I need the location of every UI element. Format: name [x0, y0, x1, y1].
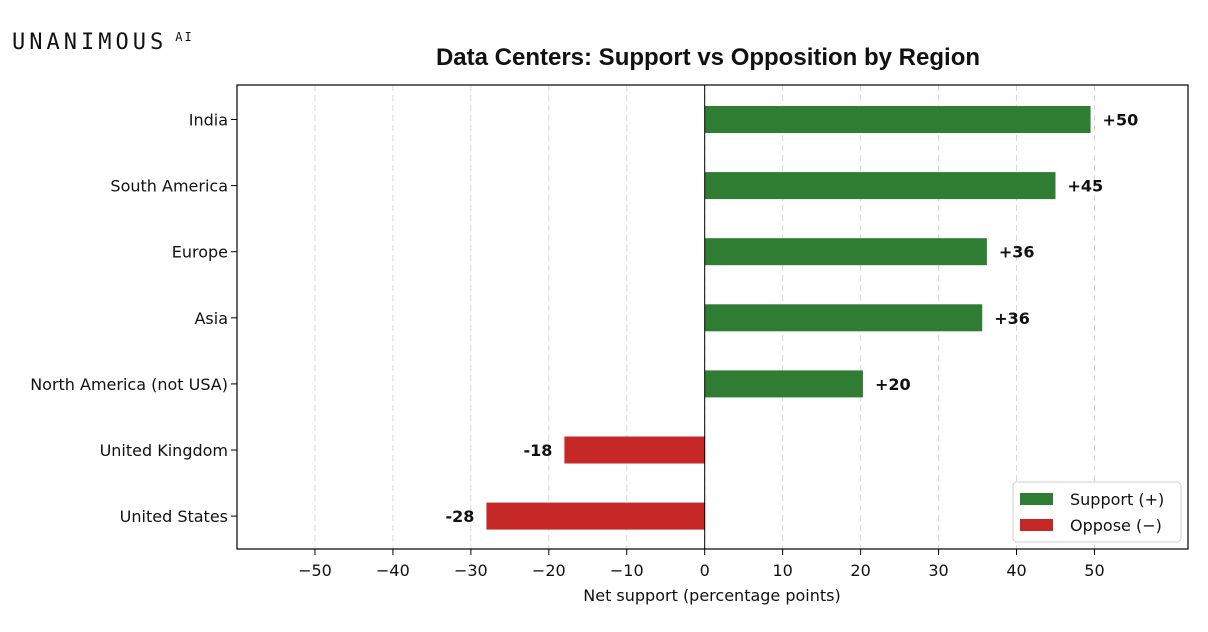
- x-tick-label: −10: [610, 561, 644, 580]
- legend-box: [1012, 481, 1182, 543]
- oppose-bar: [486, 502, 705, 530]
- x-tick-label: −40: [376, 561, 410, 580]
- data-label: -28: [446, 507, 475, 526]
- category-label: Europe: [172, 243, 228, 262]
- x-tick-label: 50: [1084, 561, 1104, 580]
- logo-text: UNANIMOUS: [12, 30, 168, 55]
- x-tick-label: 0: [700, 561, 710, 580]
- category-label: South America: [110, 177, 228, 196]
- data-label: +45: [1067, 177, 1103, 196]
- category-label: North America (not USA): [30, 375, 228, 394]
- category-label: United Kingdom: [100, 441, 228, 460]
- x-tick-label: 20: [850, 561, 870, 580]
- unanimous-ai-logo: UNANIMOUS AI: [12, 30, 194, 55]
- y-axis: India South America Europe Asia North Americ…: [30, 111, 237, 526]
- x-tick-label: −50: [298, 561, 332, 580]
- chart-legend: Support (+) Oppose (−): [1012, 481, 1182, 543]
- data-label: +36: [999, 243, 1035, 262]
- legend-label: Support (+): [1070, 490, 1164, 509]
- data-label: -18: [523, 441, 552, 460]
- support-bar: [704, 106, 1091, 133]
- category-label: United States: [120, 507, 228, 526]
- data-label: +36: [994, 309, 1030, 328]
- legend-label: Oppose (−): [1070, 516, 1162, 535]
- plot-frame: [236, 84, 1189, 550]
- support-bar: [704, 370, 863, 398]
- support-bar: [704, 238, 987, 266]
- x-tick-label: −20: [532, 561, 566, 580]
- legend-swatch: [1020, 519, 1053, 531]
- data-label: +50: [1103, 111, 1139, 130]
- category-label: India: [189, 111, 228, 130]
- chart-bars: [486, 106, 1091, 530]
- x-tick-label: 40: [1006, 561, 1026, 580]
- chart-title: Data Centers: Support vs Opposition by R…: [436, 44, 980, 71]
- x-tick-label: −30: [454, 561, 488, 580]
- data-label: +20: [875, 375, 911, 394]
- logo-suffix: AI: [175, 30, 194, 44]
- legend-swatch: [1020, 493, 1053, 505]
- x-axis-label: Net support (percentage points): [583, 586, 840, 605]
- chart-data-labels: +50 +45 +36 +36 +20 -18 -28: [446, 111, 1139, 527]
- support-bar: [704, 304, 983, 332]
- x-tick-label: 10: [772, 561, 792, 580]
- support-bar: [704, 172, 1056, 200]
- oppose-bar: [564, 436, 705, 464]
- x-tick-label: 30: [928, 561, 948, 580]
- x-axis: −50 −40 −30 −20 −10 0 10 20 30 40 50: [298, 549, 1105, 580]
- category-label: Asia: [194, 309, 228, 328]
